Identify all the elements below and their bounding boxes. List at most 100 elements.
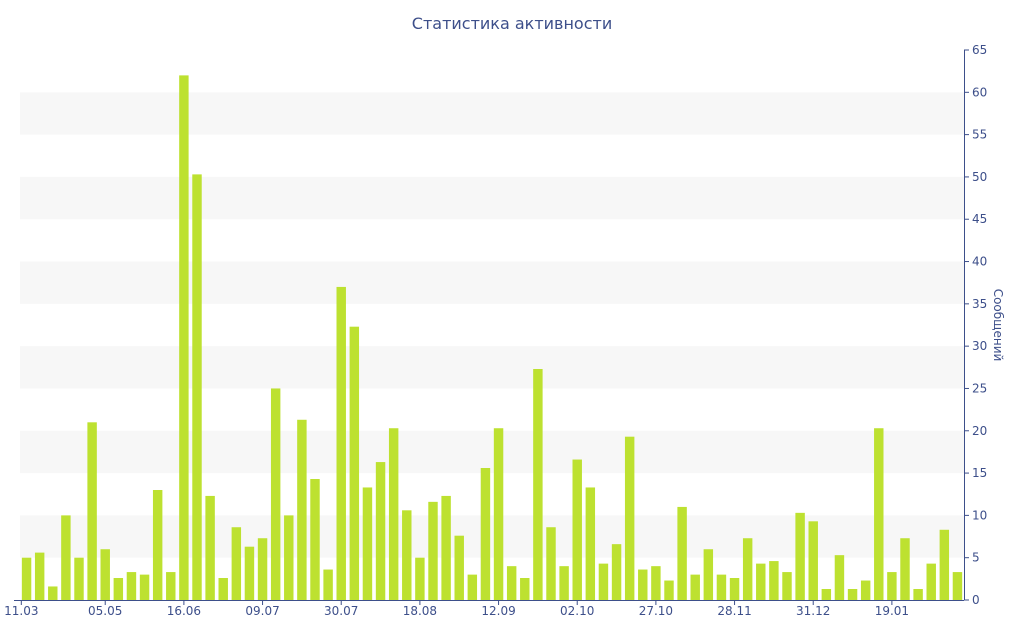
y-tick-label: 65 — [972, 43, 987, 57]
bar[interactable] — [21, 557, 32, 600]
bar[interactable] — [428, 501, 438, 600]
x-tick-label: 11.03 — [4, 604, 38, 618]
x-tick-label: 12.09 — [481, 604, 515, 618]
y-axis-title: Сообщений — [991, 289, 1005, 362]
y-tick-label: 15 — [972, 466, 987, 480]
bar[interactable] — [284, 515, 294, 600]
x-tick-label: 28.11 — [717, 604, 751, 618]
bar[interactable] — [87, 422, 97, 600]
x-tick-label: 30.07 — [324, 604, 358, 618]
bar[interactable] — [834, 555, 845, 600]
bar[interactable] — [323, 569, 333, 600]
y-axis: 0 5 10 15 20 25 30 35 40 45 50 55 60 65 Сообщений — [964, 43, 1005, 607]
bar[interactable] — [677, 506, 687, 600]
chart-title: Статистика активности — [411, 14, 613, 33]
bar[interactable] — [611, 544, 622, 600]
bar[interactable] — [598, 563, 609, 600]
x-tick-label: 18.08 — [403, 604, 437, 618]
y-tick-label: 50 — [972, 170, 987, 184]
grid-band — [20, 346, 964, 389]
y-tick-label: 60 — [972, 85, 987, 99]
bar[interactable] — [441, 495, 451, 600]
x-tick-label: 27.10 — [639, 604, 673, 618]
bar[interactable] — [126, 572, 137, 600]
bar[interactable] — [638, 569, 648, 600]
grid-band — [20, 430, 964, 474]
bar[interactable] — [493, 428, 504, 600]
bar[interactable] — [520, 578, 530, 600]
bar[interactable] — [480, 468, 491, 600]
bar[interactable] — [231, 527, 242, 600]
bar[interactable] — [336, 286, 346, 600]
bar[interactable] — [349, 326, 360, 600]
bar[interactable] — [139, 574, 150, 600]
grid-bands — [20, 92, 964, 558]
bar[interactable] — [48, 586, 58, 600]
y-tick-label: 25 — [972, 381, 987, 395]
x-tick-label: 19.01 — [875, 604, 909, 618]
bar[interactable] — [900, 538, 910, 600]
bar[interactable] — [952, 572, 963, 600]
bar[interactable] — [218, 578, 228, 600]
bar[interactable] — [257, 538, 268, 600]
bar[interactable] — [375, 462, 386, 600]
bar[interactable] — [847, 589, 858, 600]
bar[interactable] — [74, 557, 84, 600]
bar[interactable] — [559, 566, 569, 600]
y-tick-label: 40 — [972, 255, 987, 269]
bar[interactable] — [703, 549, 714, 600]
bar[interactable] — [756, 563, 766, 600]
bar[interactable] — [913, 589, 923, 600]
bar[interactable] — [192, 174, 202, 600]
bar[interactable] — [546, 527, 556, 600]
bar[interactable] — [782, 572, 792, 600]
bar[interactable] — [729, 578, 740, 600]
bar[interactable] — [769, 561, 779, 600]
y-tick-label: 45 — [972, 212, 987, 226]
bar[interactable] — [362, 487, 373, 600]
bar[interactable] — [860, 580, 871, 600]
bar[interactable] — [690, 574, 700, 600]
grid-band — [20, 515, 964, 558]
bar[interactable] — [34, 552, 45, 600]
x-tick-label: 09.07 — [245, 604, 279, 618]
bar[interactable] — [651, 566, 661, 600]
bar[interactable] — [205, 495, 215, 600]
bar[interactable] — [310, 479, 320, 600]
bar[interactable] — [402, 510, 412, 600]
bar[interactable] — [716, 574, 727, 600]
bar[interactable] — [821, 589, 832, 600]
bar[interactable] — [61, 515, 71, 600]
bar[interactable] — [244, 546, 255, 600]
bar[interactable] — [113, 578, 124, 600]
bar[interactable] — [388, 428, 399, 600]
bar[interactable] — [270, 388, 281, 600]
bar[interactable] — [624, 436, 635, 600]
x-tick-label: 02.10 — [560, 604, 594, 618]
bar[interactable] — [415, 557, 425, 600]
bar[interactable] — [664, 580, 674, 600]
bar[interactable] — [572, 459, 582, 600]
bar[interactable] — [179, 75, 189, 600]
bar[interactable] — [742, 538, 753, 600]
bar[interactable] — [795, 512, 805, 600]
bar[interactable] — [467, 574, 478, 600]
bar[interactable] — [152, 490, 163, 600]
bar[interactable] — [939, 529, 950, 600]
bar[interactable] — [887, 572, 897, 600]
bar[interactable] — [585, 487, 596, 600]
y-tick-label: 35 — [972, 297, 987, 311]
bar[interactable] — [454, 535, 464, 600]
x-axis: 11.03 05.05 16.06 09.07 30.07 18.08 12.09 02.10… — [4, 600, 964, 618]
bar[interactable] — [297, 419, 307, 600]
bar[interactable] — [533, 369, 543, 600]
grid-band — [20, 261, 964, 304]
bar[interactable] — [166, 572, 176, 600]
bar[interactable] — [808, 521, 818, 600]
bar[interactable] — [506, 566, 517, 600]
x-tick-label: 05.05 — [88, 604, 122, 618]
bar[interactable] — [100, 549, 110, 600]
bar[interactable] — [926, 563, 936, 600]
bar[interactable] — [874, 428, 884, 600]
